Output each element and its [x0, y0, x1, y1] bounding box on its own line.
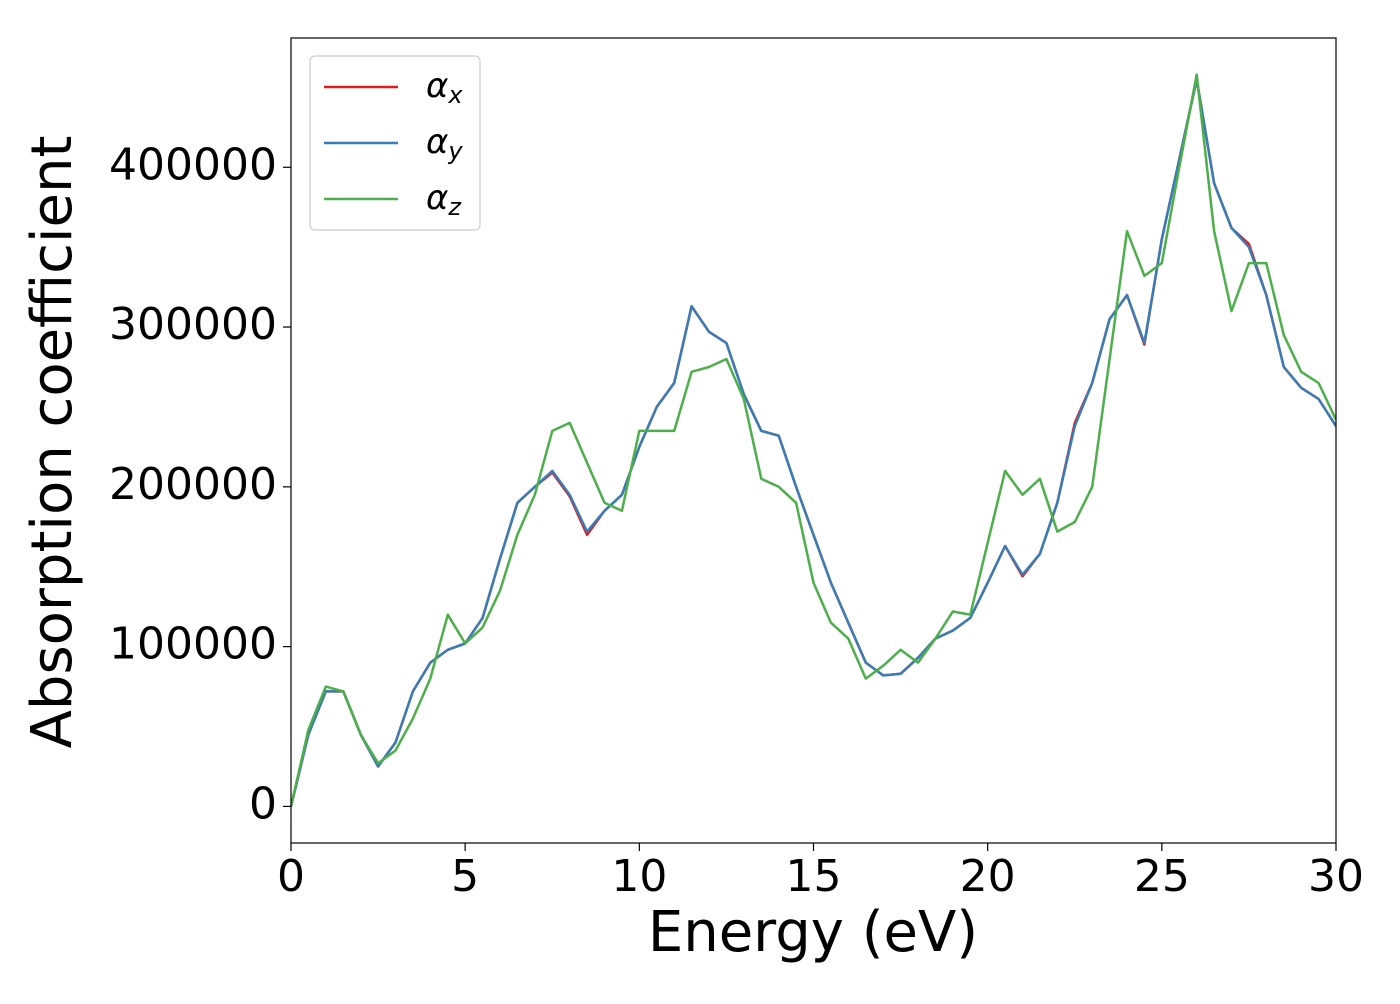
x-tick-label: 20 [960, 851, 1016, 902]
x-tick-label: 5 [451, 851, 479, 902]
plot-frame [290, 37, 1337, 844]
y-axis-label: Absorption coefficient [20, 136, 85, 749]
legend-symbol: α [426, 178, 448, 218]
legend-subscript: z [447, 193, 462, 221]
legend-label: αy [426, 122, 463, 166]
legend-symbol: α [426, 66, 448, 106]
x-axis-label: Energy (eV) [648, 900, 978, 965]
data-line [291, 73, 1336, 807]
legend-label: αz [426, 178, 462, 222]
x-tick-label: 10 [611, 851, 667, 902]
y-tick-label: 200000 [109, 459, 277, 510]
legend-subscript: x [447, 81, 463, 109]
legend-label: αx [426, 66, 463, 110]
legend-subscript: y [447, 137, 463, 165]
y-tick-label: 300000 [109, 299, 277, 350]
legend-symbol: α [426, 122, 448, 162]
y-tick-label: 0 [249, 778, 277, 829]
x-tick-label: 0 [277, 851, 305, 902]
y-tick-label: 100000 [109, 619, 277, 670]
x-tick-label: 25 [1134, 851, 1190, 902]
x-tick-label: 15 [786, 851, 842, 902]
y-tick-label: 400000 [109, 139, 277, 190]
x-tick-label: 30 [1308, 851, 1364, 902]
